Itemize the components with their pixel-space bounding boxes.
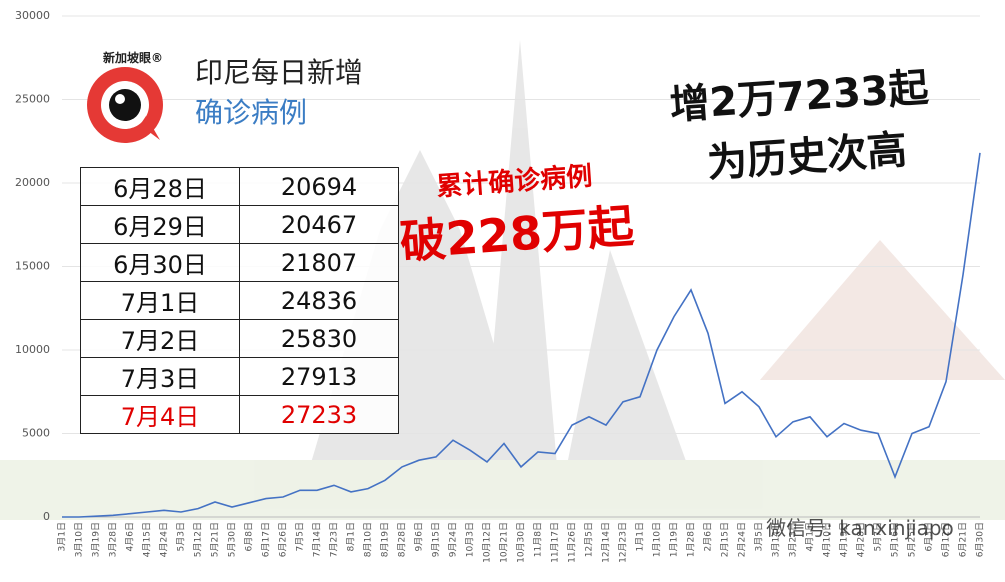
y-tick-label: 25000 bbox=[15, 93, 50, 106]
x-tick-label: 8月1日 bbox=[346, 522, 357, 551]
x-tick-label: 6月30日 bbox=[975, 522, 986, 557]
date-cell: 6月29日 bbox=[80, 205, 240, 244]
table-row: 6月30日 21807 bbox=[80, 243, 399, 282]
x-tick-label: 5月3日 bbox=[176, 522, 187, 551]
x-tick-label: 6月26日 bbox=[278, 522, 289, 557]
x-tick-label: 12月14日 bbox=[601, 522, 612, 563]
x-tick-label: 4月19日 bbox=[839, 522, 850, 557]
x-tick-label: 4月10日 bbox=[822, 522, 833, 557]
annotation-record-2: 为历史次高 bbox=[706, 127, 909, 187]
x-tick-label: 3月5日 bbox=[754, 522, 765, 551]
x-tick-label: 6月3日 bbox=[924, 522, 935, 551]
annotation-total-1: 累计确诊病例 bbox=[436, 161, 594, 203]
x-tick-label: 1月1日 bbox=[635, 522, 646, 551]
x-tick-label: 1月10日 bbox=[652, 522, 663, 557]
count-cell: 21807 bbox=[239, 243, 399, 282]
date-cell: 7月4日 bbox=[80, 395, 240, 434]
table-row: 6月29日 20467 bbox=[80, 205, 399, 244]
x-tick-label: 10月21日 bbox=[499, 522, 510, 563]
x-tick-label: 6月8日 bbox=[244, 522, 255, 551]
date-cell: 7月1日 bbox=[80, 281, 240, 320]
count-cell: 27913 bbox=[239, 357, 399, 396]
heading-line-1: 印尼每日新增 bbox=[195, 56, 363, 89]
x-tick-label: 3月19日 bbox=[91, 522, 102, 557]
x-tick-label: 3月23日 bbox=[788, 522, 799, 557]
x-tick-label: 4月1日 bbox=[805, 522, 816, 551]
x-tick-label: 3月10日 bbox=[74, 522, 85, 557]
count-cell: 24836 bbox=[239, 281, 399, 320]
date-cell: 6月30日 bbox=[80, 243, 240, 282]
x-tick-label: 5月16日 bbox=[890, 522, 901, 557]
x-tick-label: 4月24日 bbox=[159, 522, 170, 557]
x-tick-label: 5月12日 bbox=[193, 522, 204, 557]
x-tick-label: 11月26日 bbox=[567, 522, 578, 563]
table-row: 7月1日 24836 bbox=[80, 281, 399, 320]
count-cell: 27233 bbox=[239, 395, 399, 434]
x-tick-label: 2月24日 bbox=[737, 522, 748, 557]
x-tick-label: 11月17日 bbox=[550, 522, 561, 563]
table-row: 7月4日 27233 bbox=[80, 395, 399, 434]
x-tick-label: 7月5日 bbox=[295, 522, 306, 551]
table-row: 6月28日 20694 bbox=[80, 167, 399, 206]
x-tick-label: 3月1日 bbox=[57, 522, 68, 551]
count-cell: 25830 bbox=[239, 319, 399, 358]
y-tick-label: 30000 bbox=[15, 9, 50, 22]
x-tick-label: 1月28日 bbox=[686, 522, 697, 557]
x-tick-label: 9月15日 bbox=[431, 522, 442, 557]
x-tick-label: 4月28日 bbox=[856, 522, 867, 557]
count-cell: 20694 bbox=[239, 167, 399, 206]
x-tick-label: 12月5日 bbox=[584, 522, 595, 557]
heading-line-2: 确诊病例 bbox=[195, 96, 307, 129]
logo-text: 新加坡眼® bbox=[103, 50, 163, 65]
x-tick-label: 12月23日 bbox=[618, 522, 629, 563]
x-tick-label: 5月25日 bbox=[907, 522, 918, 557]
x-tick-label: 10月12日 bbox=[482, 522, 493, 563]
x-tick-label: 9月6日 bbox=[414, 522, 425, 551]
date-cell: 7月3日 bbox=[80, 357, 240, 396]
table-row: 7月2日 25830 bbox=[80, 319, 399, 358]
date-cell: 6月28日 bbox=[80, 167, 240, 206]
x-tick-label: 7月23日 bbox=[329, 522, 340, 557]
annotation-record-1: 增2万7233起 bbox=[668, 65, 931, 129]
watermark: 微信号: kanxinjiapo bbox=[766, 516, 954, 540]
x-tick-label: 7月14日 bbox=[312, 522, 323, 557]
date-cell: 7月2日 bbox=[80, 319, 240, 358]
x-tick-label: 3月14日 bbox=[771, 522, 782, 557]
x-tick-label: 6月21日 bbox=[958, 522, 969, 557]
x-tick-label: 8月10日 bbox=[363, 522, 374, 557]
x-tick-label: 2月6日 bbox=[703, 522, 714, 551]
x-tick-label: 6月17日 bbox=[261, 522, 272, 557]
y-tick-label: 5000 bbox=[22, 427, 50, 440]
logo: 新加坡眼® bbox=[87, 50, 163, 143]
x-tick-label: 1月19日 bbox=[669, 522, 680, 557]
x-tick-label: 2月15日 bbox=[720, 522, 731, 557]
y-tick-label: 10000 bbox=[15, 343, 50, 356]
x-tick-label: 5月21日 bbox=[210, 522, 221, 557]
x-tick-label: 4月6日 bbox=[125, 522, 136, 551]
x-tick-label: 11月8日 bbox=[533, 522, 544, 557]
series-line bbox=[62, 152, 981, 518]
x-tick-label: 3月28日 bbox=[108, 522, 119, 557]
x-tick-label: 9月24日 bbox=[448, 522, 459, 557]
table-row: 7月3日 27913 bbox=[80, 357, 399, 396]
x-tick-label: 6月12日 bbox=[941, 522, 952, 557]
x-tick-label: 10月3日 bbox=[465, 522, 476, 557]
x-tick-label: 8月19日 bbox=[380, 522, 391, 557]
y-tick-label: 0 bbox=[43, 510, 50, 523]
count-cell: 20467 bbox=[239, 205, 399, 244]
x-tick-label: 4月15日 bbox=[142, 522, 153, 557]
x-tick-label: 5月30日 bbox=[227, 522, 238, 557]
x-tick-label: 8月28日 bbox=[397, 522, 408, 557]
y-tick-label: 20000 bbox=[15, 176, 50, 189]
x-tick-label: 10月30日 bbox=[516, 522, 527, 563]
x-tick-label: 5月7日 bbox=[873, 522, 884, 551]
y-tick-label: 15000 bbox=[15, 260, 50, 273]
daily-table: 6月28日 20694 6月29日 20467 6月30日 21807 7月1日 24836 7… bbox=[80, 167, 399, 434]
